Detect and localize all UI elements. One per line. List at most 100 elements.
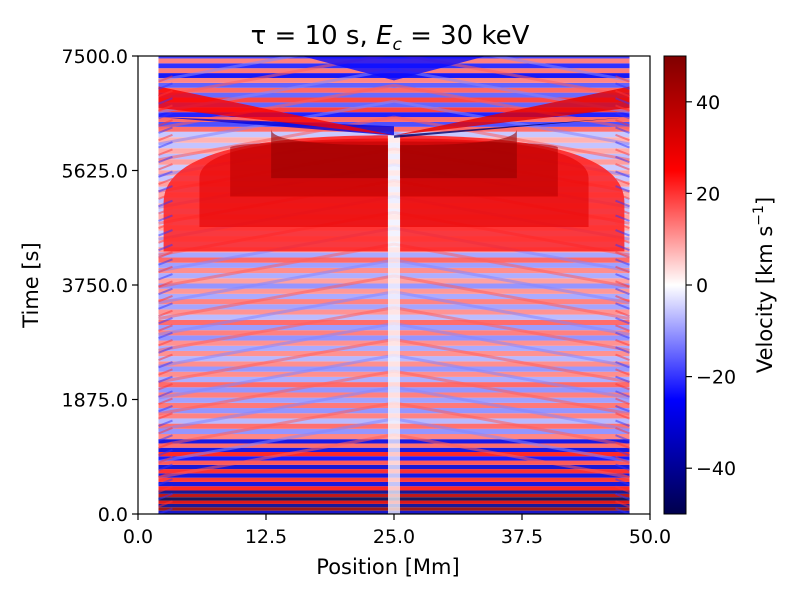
velocity-band xyxy=(158,117,630,122)
edge-fringe xyxy=(615,97,630,105)
colorbar-label-end: ] xyxy=(753,197,777,205)
edge-fringe xyxy=(615,485,630,493)
edge-fringe xyxy=(615,478,630,486)
edge-fringe xyxy=(158,426,173,435)
central-channel xyxy=(388,135,400,514)
edge-fringe xyxy=(615,295,630,303)
edge-fringe xyxy=(615,507,630,514)
edge-fringe xyxy=(158,368,173,376)
y-tick-label: 1875.0 xyxy=(62,390,128,412)
wave-streak xyxy=(393,337,630,384)
wave-streak xyxy=(393,401,630,448)
wave-streak xyxy=(158,56,302,82)
x-tick-label: 50.0 xyxy=(629,526,671,548)
wave-streak xyxy=(158,290,395,336)
edge-fringe xyxy=(615,287,630,296)
wave-streak xyxy=(393,274,630,321)
edge-fringe xyxy=(615,207,630,215)
velocity-band xyxy=(158,92,630,98)
edge-fringe xyxy=(158,273,173,281)
edge-fringe xyxy=(158,229,173,237)
chart-title: τ = 10 s, Ec = 30 keV xyxy=(251,21,530,55)
edge-fringe xyxy=(158,397,173,406)
wave-streak xyxy=(393,99,630,146)
wave-streak xyxy=(393,385,630,432)
edge-fringe xyxy=(615,75,630,83)
edge-fringe xyxy=(158,485,173,493)
edge-fringe xyxy=(615,500,630,508)
edge-fringe xyxy=(158,89,173,98)
upflow-lobe-right xyxy=(400,129,517,179)
edge-fringe xyxy=(158,500,173,508)
edge-fringe xyxy=(158,214,173,222)
edge-fringe xyxy=(615,111,630,120)
edge-fringe xyxy=(158,243,173,252)
chart-title-var: E xyxy=(376,21,393,51)
y-axis-label: Time [s] xyxy=(19,242,43,328)
wave-streak xyxy=(158,417,395,463)
edge-fringe xyxy=(158,448,173,457)
edge-fringe xyxy=(158,492,173,501)
edge-fringe xyxy=(615,361,630,369)
edge-fringe xyxy=(158,170,173,178)
edge-fringe xyxy=(615,170,630,178)
edge-fringe xyxy=(615,346,630,354)
wave-streak xyxy=(393,433,630,479)
edge-fringe xyxy=(158,163,173,171)
edge-fringe xyxy=(158,375,173,384)
y-tick-label: 7500.0 xyxy=(62,46,128,68)
colorbar-tick-label: 0 xyxy=(696,275,708,297)
shock-wedge xyxy=(394,86,630,136)
edge-fringe xyxy=(615,221,630,230)
edge-fringe xyxy=(158,295,173,303)
edge-fringe xyxy=(615,456,630,464)
edge-fringe xyxy=(158,258,173,266)
edge-fringe xyxy=(158,141,173,149)
edge-fringe xyxy=(158,207,173,215)
wave-streak xyxy=(158,385,395,432)
edge-fringe xyxy=(158,317,173,325)
edge-fringe xyxy=(158,133,173,142)
edge-fringe xyxy=(615,441,630,449)
upflow-region xyxy=(158,56,630,514)
velocity-band xyxy=(158,121,630,127)
edge-fringe xyxy=(615,82,630,90)
edge-fringe xyxy=(615,434,630,442)
wave-streak xyxy=(158,369,395,416)
edge-fringe xyxy=(615,141,630,149)
edge-fringe xyxy=(615,331,630,340)
edge-fringe xyxy=(158,441,173,449)
velocity-band xyxy=(158,87,630,93)
colorbar-tick-label: 20 xyxy=(696,183,720,205)
colorbar-label-base: Velocity [km s xyxy=(753,226,777,373)
edge-fringe xyxy=(158,251,173,259)
edge-fringe xyxy=(158,346,173,354)
edge-fringe xyxy=(615,229,630,237)
edge-fringe xyxy=(615,104,630,112)
edge-fringe xyxy=(615,419,630,427)
y-tick-label: 3750.0 xyxy=(62,275,128,297)
edge-fringe xyxy=(158,463,173,471)
edge-fringe xyxy=(615,492,630,501)
wave-streak xyxy=(158,306,395,352)
chart-title-prefix: τ = 10 s, xyxy=(251,21,376,51)
edge-fringe xyxy=(615,192,630,200)
edge-fringe xyxy=(615,214,630,222)
edge-fringe xyxy=(615,148,630,156)
x-tick-label: 37.5 xyxy=(501,526,543,548)
edge-fringe xyxy=(615,236,630,244)
edge-fringe xyxy=(615,273,630,281)
edge-fringe xyxy=(158,119,173,127)
chart-title-suffix: = 30 keV xyxy=(402,21,530,51)
edge-fringe xyxy=(158,339,173,347)
edge-fringe xyxy=(158,324,173,332)
colorbar xyxy=(663,55,687,515)
velocity-band xyxy=(158,107,630,113)
edge-fringe xyxy=(158,126,173,134)
wave-streak xyxy=(393,258,630,305)
velocity-band xyxy=(158,102,630,108)
edge-fringe xyxy=(615,309,630,318)
edge-fringe xyxy=(615,280,630,288)
wave-streak xyxy=(158,258,395,305)
